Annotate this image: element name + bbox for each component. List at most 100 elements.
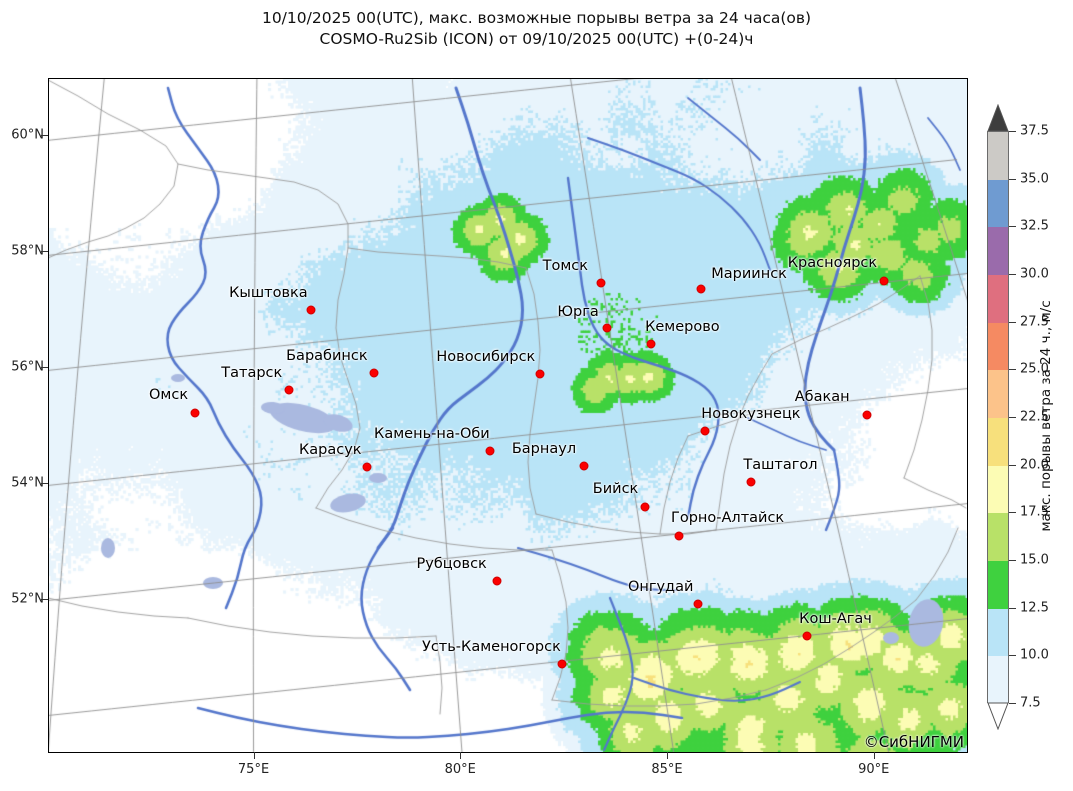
city-marker[interactable] [646,339,656,349]
city-marker[interactable] [700,426,710,436]
city-label: Красноярск [787,255,878,272]
colorbar-tick-label: 35.0 [1020,171,1049,187]
city-label: Кыштовка [229,285,308,302]
city-marker[interactable] [492,576,502,586]
lon-tick-mark [873,752,875,759]
city-marker[interactable] [693,599,703,609]
city-marker[interactable] [369,368,379,378]
colorbar-tick-mark [1009,369,1016,371]
city-label: Кош-Агач [799,610,872,627]
colorbar-tick-label: 17.5 [1020,504,1049,520]
colorbar-tick-label: 15.0 [1020,552,1049,568]
lat-tick-mark [41,251,48,253]
colorbar-tick-mark [1009,226,1016,228]
colorbar-band [988,418,1008,467]
colorbar-over-arrow [987,103,1009,132]
city-marker[interactable] [862,410,872,420]
city-label: Усть-Каменогорск [422,639,561,656]
city-label: Омск [149,387,189,403]
city-marker[interactable] [596,278,606,288]
city-label: Кемерово [645,319,720,336]
lat-tick-mark [41,599,48,601]
colorbar-title: макс. порывы ветра за 24 ч., м/с [1038,300,1054,532]
colorbar-band [988,227,1008,276]
lon-tick-label: 80°E [444,762,476,777]
wind-gust-map-canvas[interactable] [48,78,968,753]
colorbar-tick-mark [1009,560,1016,561]
colorbar-tick-mark [1009,512,1016,514]
lat-tick-label: 56°N [11,359,44,375]
city-marker[interactable] [579,461,589,471]
colorbar-under-arrow [987,702,1009,731]
colorbar-tick-label: 20.0 [1020,457,1049,473]
colorbar-tick-label: 10.0 [1020,647,1049,663]
lon-tick-label: 90°E [858,762,890,777]
title-line-2: COSMO-Ru2Sib (ICON) от 09/10/2025 00(UTC… [319,30,754,48]
city-marker[interactable] [306,305,316,315]
city-label: Томск [542,258,589,275]
colorbar-tick-mark [1009,703,1016,704]
colorbar-tick-mark [1009,464,1016,466]
city-marker[interactable] [190,408,200,418]
colorbar-tick-mark [1009,417,1016,418]
lat-tick-label: 58°N [11,243,44,259]
colorbar-band [988,513,1008,562]
city-label: Камень-на-Оби [374,425,490,442]
city-label: Рубцовск [416,556,487,573]
colorbar-band [988,275,1008,324]
page-title: 10/10/2025 00(UTC), макс. возможные поры… [0,8,1073,50]
city-marker[interactable] [602,323,612,333]
city-marker[interactable] [284,385,294,395]
colorbar-tick-mark [1009,274,1016,275]
colorbar-tick-mark [1009,655,1016,657]
colorbar-tick-label: 7.5 [1020,695,1041,711]
lon-tick-mark [460,752,462,759]
colorbar-tick-mark [1009,178,1016,180]
city-label: Бийск [592,480,639,497]
city-label: Онгудай [627,578,694,595]
city-label: Карасук [298,442,362,459]
colorbar-tick-label: 37.5 [1020,123,1049,139]
colorbar-tick-label: 32.5 [1020,218,1049,234]
city-marker[interactable] [640,502,650,512]
colorbar-band [988,179,1008,228]
lat-tick-mark [41,367,48,369]
city-label: Барабинск [286,348,368,365]
lon-tick-mark [253,752,255,759]
city-marker[interactable] [696,284,706,294]
city-marker[interactable] [557,659,567,669]
city-label: Юрга [557,303,599,320]
title-line-1: 10/10/2025 00(UTC), макс. возможные поры… [261,9,812,27]
colorbar[interactable] [987,131,1009,705]
city-label: Барнаул [511,441,577,458]
city-marker[interactable] [362,462,372,472]
lat-tick-label: 60°N [11,127,44,143]
city-label: Абакан [794,389,850,406]
lon-tick-label: 75°E [237,762,270,777]
map-panel[interactable]: Красноярск Абакан Мариинск Томск Юрга Кемеров… [48,78,968,753]
lat-tick-mark [41,483,48,485]
colorbar-tick-label: 25.0 [1020,361,1049,377]
lon-tick-label: 85°E [651,762,683,777]
colorbar-band [988,132,1008,181]
colorbar-tick-label: 22.5 [1020,409,1049,425]
city-marker[interactable] [879,276,889,286]
city-label: Мариинск [711,266,787,283]
colorbar-tick-mark [1009,607,1016,609]
colorbar-band [988,561,1008,610]
colorbar-tick-label: 30.0 [1020,266,1049,282]
city-label: Горно-Алтайск [671,510,785,527]
colorbar-tick-mark [1009,131,1016,132]
lat-tick-mark [41,134,48,136]
copyright-watermark: ©СибНИГМИ [863,733,964,751]
lon-tick-mark [667,752,668,759]
city-marker[interactable] [802,631,812,640]
city-label: Таштагол [743,457,818,474]
city-marker[interactable] [485,446,495,456]
city-label: Татарск [221,364,283,381]
city-label: Новосибирск [436,349,536,366]
colorbar-band [988,608,1008,657]
city-marker[interactable] [674,531,684,541]
city-marker[interactable] [746,477,756,487]
city-marker[interactable] [535,369,545,379]
